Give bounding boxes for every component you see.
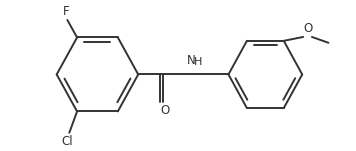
- Text: O: O: [161, 104, 170, 117]
- Text: N: N: [187, 54, 196, 67]
- Text: Cl: Cl: [62, 135, 73, 148]
- Text: H: H: [194, 57, 203, 67]
- Text: O: O: [303, 22, 313, 35]
- Text: F: F: [63, 5, 70, 18]
